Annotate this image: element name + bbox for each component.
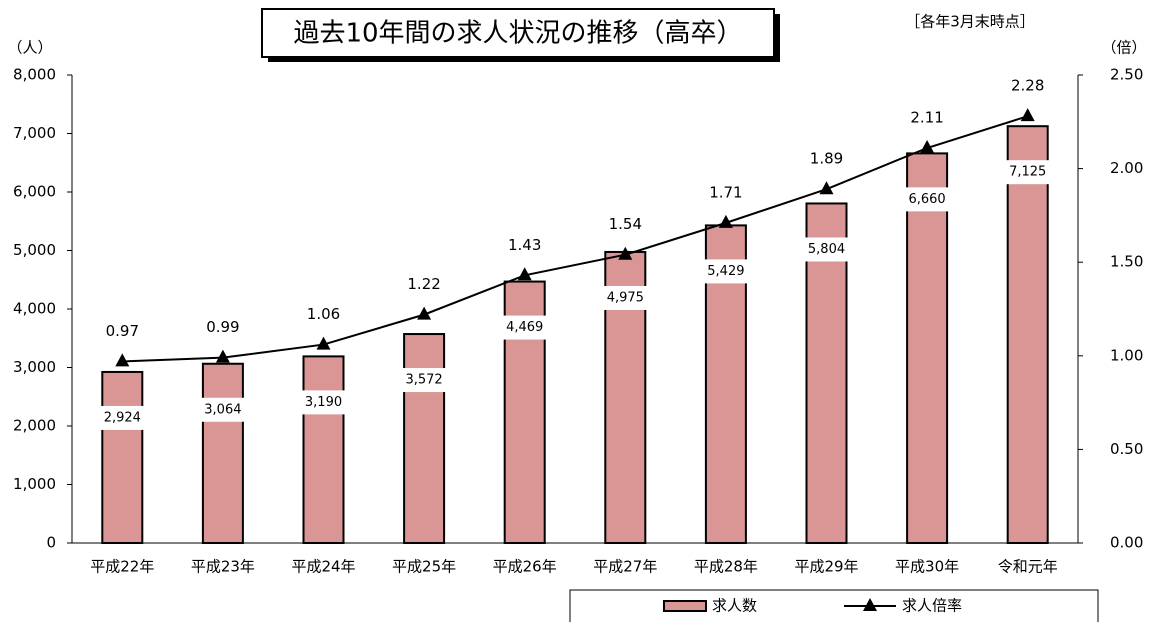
legend-swatch xyxy=(663,600,707,612)
yticks-label: 7,000 xyxy=(13,124,56,142)
chart-title: 過去10年間の求人状況の推移（高卒） xyxy=(293,19,742,49)
data-label: 7,125 xyxy=(1009,165,1046,180)
y2-axis-label: （倍） xyxy=(1101,39,1146,57)
data-label: 1.06 xyxy=(307,305,340,323)
x-tick-label: 平成23年 xyxy=(191,558,255,576)
data-label-bg xyxy=(796,237,857,262)
data-label: 6,660 xyxy=(908,192,945,207)
marker xyxy=(115,353,130,367)
yticks-label: 8,000 xyxy=(13,66,56,84)
data-label: 1.54 xyxy=(609,215,642,233)
bar xyxy=(201,362,244,545)
y2ticks-label: 2.50 xyxy=(1110,66,1143,84)
data-label-bg xyxy=(192,397,253,422)
data-label: 4,975 xyxy=(607,290,644,305)
marker xyxy=(417,306,432,320)
data-label-bg xyxy=(293,390,354,415)
yticks-label: 0 xyxy=(46,534,56,552)
data-label: 3,190 xyxy=(305,395,342,410)
marker xyxy=(819,181,834,195)
legend-box xyxy=(569,589,1099,622)
title-box xyxy=(261,8,775,58)
subtitle: ［各年3月末時点］ xyxy=(905,13,1035,31)
data-label-bg xyxy=(897,187,958,212)
bar xyxy=(302,355,345,545)
marker xyxy=(215,349,230,363)
yticks-label: 3,000 xyxy=(13,358,56,376)
data-label-bg xyxy=(92,405,153,430)
data-label: 5,429 xyxy=(707,264,744,279)
data-label: 2.28 xyxy=(1011,77,1044,95)
bar xyxy=(403,333,446,544)
x-tick-label: 平成26年 xyxy=(493,558,557,576)
marker xyxy=(618,246,633,260)
x-tick-label: 平成25年 xyxy=(392,558,456,576)
data-label-bg xyxy=(494,315,555,340)
data-label-bg xyxy=(997,160,1058,185)
data-label: 1.22 xyxy=(407,275,440,293)
marker xyxy=(316,336,331,350)
x-tick-label: 平成28年 xyxy=(694,558,758,576)
data-label: 1.71 xyxy=(709,183,742,201)
y2ticks-label: 2.00 xyxy=(1110,159,1143,177)
marker xyxy=(1020,108,1035,122)
marker xyxy=(920,140,935,154)
data-label: 2.11 xyxy=(910,109,943,127)
yticks-label: 5,000 xyxy=(13,241,56,259)
x-tick-label: 平成22年 xyxy=(90,558,154,576)
marker xyxy=(517,267,532,281)
data-label: 1.43 xyxy=(508,236,541,254)
y2ticks-label: 1.00 xyxy=(1110,346,1143,364)
x-tick-label: 平成27年 xyxy=(593,558,657,576)
yticks-label: 4,000 xyxy=(13,300,56,318)
data-label-bg xyxy=(394,368,455,393)
bar xyxy=(1006,125,1049,544)
marker xyxy=(718,214,733,228)
y-axis-label: （人） xyxy=(7,39,52,57)
data-label: 1.89 xyxy=(810,150,843,168)
data-label: 4,469 xyxy=(506,320,543,335)
y2ticks-label: 0.00 xyxy=(1110,534,1143,552)
data-label: 3,572 xyxy=(405,373,442,388)
y2ticks-label: 0.50 xyxy=(1110,440,1143,458)
bar xyxy=(906,152,949,544)
bar xyxy=(101,370,144,545)
y2ticks-label: 1.50 xyxy=(1110,253,1143,271)
line xyxy=(122,115,1029,363)
x-tick-label: 平成29年 xyxy=(794,558,858,576)
data-label: 5,804 xyxy=(808,242,845,257)
data-label-bg xyxy=(595,285,656,310)
data-label: 3,064 xyxy=(204,402,241,417)
x-tick-label: 平成24年 xyxy=(291,558,355,576)
yticks-label: 6,000 xyxy=(13,183,56,201)
data-label: 0.97 xyxy=(106,322,139,340)
x-tick-label: 令和元年 xyxy=(998,558,1058,576)
yticks-label: 1,000 xyxy=(13,475,56,493)
data-label-bg xyxy=(695,259,756,284)
data-label: 2,924 xyxy=(104,410,141,425)
x-tick-label: 平成30年 xyxy=(895,558,959,576)
legend-marker xyxy=(863,598,877,611)
yticks-label: 2,000 xyxy=(13,417,56,435)
legend-label: 求人倍率 xyxy=(902,597,962,615)
data-label: 0.99 xyxy=(206,318,239,336)
legend-label: 求人数 xyxy=(712,597,757,615)
